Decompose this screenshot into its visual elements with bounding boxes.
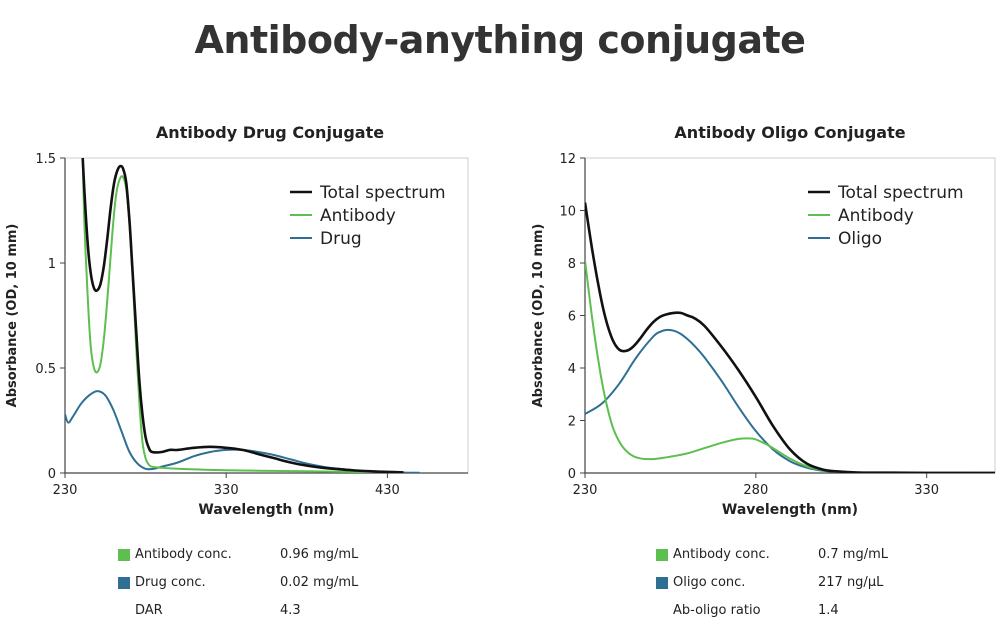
legend-label: Total spectrum [319, 183, 446, 203]
y-tick-label: 1.5 [35, 152, 56, 167]
x-tick-label: 330 [214, 483, 239, 498]
legend-swatch [656, 549, 668, 561]
page-title: Antibody-anything conjugate [194, 18, 806, 62]
info-row: Antibody conc. 0.7 mg/mL [656, 547, 986, 563]
y-tick-label: 1 [48, 257, 56, 272]
info-row: Oligo conc. 217 ng/μL [656, 575, 986, 591]
y-tick-label: 0 [48, 467, 56, 482]
series-line-antibody [585, 260, 995, 473]
info-label: Ab-oligo ratio [673, 603, 761, 618]
x-tick-label: 230 [53, 483, 78, 498]
series-line-oligo [585, 328, 995, 473]
y-tick-label: 6 [568, 310, 576, 325]
y-tick-label: 8 [568, 257, 576, 272]
y-tick-label: 12 [559, 152, 576, 167]
chart-0: Antibody Drug Conjugate 230 330 430 0 0.5 1 1.5… [5, 123, 469, 518]
info-value: 217 ng/μL [818, 575, 884, 590]
series-line-drug [65, 390, 420, 473]
info-row: DAR 4.3 [118, 603, 448, 619]
y-axis-label: Absorbance (OD, 10 mm) [531, 224, 546, 408]
y-tick-label: 4 [568, 362, 576, 377]
info-row: Antibody conc. 0.96 mg/mL [118, 547, 448, 563]
legend-swatch [656, 577, 668, 589]
y-tick-label: 10 [559, 205, 576, 220]
info-value: 1.4 [818, 603, 839, 618]
chart-1: Antibody Oligo Conjugate 230 280 330 0 2 4 6 8 10… [531, 123, 996, 518]
legend-swatch [118, 577, 130, 589]
info-value: 0.96 mg/mL [280, 547, 359, 562]
info-label: Oligo conc. [673, 575, 746, 590]
chart-title: Antibody Drug Conjugate [156, 123, 384, 142]
legend-label: Antibody [838, 206, 914, 226]
info-row: Ab-oligo ratio 1.4 [656, 603, 986, 619]
legend-label: Total spectrum [837, 183, 964, 203]
info-label: Antibody conc. [135, 547, 232, 562]
x-tick-label: 430 [375, 483, 400, 498]
chart-title: Antibody Oligo Conjugate [674, 123, 905, 142]
legend-label: Antibody [320, 206, 396, 226]
info-value: 0.7 mg/mL [818, 547, 889, 562]
legend-swatch [118, 549, 130, 561]
info-row: Drug conc. 0.02 mg/mL [118, 575, 448, 591]
info-label: DAR [135, 603, 163, 618]
legend-label: Drug [320, 229, 362, 249]
y-tick-label: 0.5 [35, 362, 56, 377]
x-tick-label: 280 [743, 483, 768, 498]
x-axis-label: Wavelength (nm) [198, 502, 334, 518]
plot-frame [584, 157, 996, 474]
x-tick-label: 230 [573, 483, 598, 498]
x-axis-label: Wavelength (nm) [722, 502, 858, 518]
legend-label: Oligo [838, 229, 882, 249]
series-line-total-spectrum [585, 202, 995, 473]
x-tick-label: 330 [914, 483, 939, 498]
y-tick-label: 2 [568, 415, 576, 430]
info-label: Drug conc. [135, 575, 206, 590]
y-tick-label: 0 [568, 467, 576, 482]
plot-frame [64, 157, 469, 474]
info-value: 0.02 mg/mL [280, 575, 359, 590]
series-line-total-spectrum [81, 158, 404, 473]
info-value: 4.3 [280, 603, 301, 618]
info-label: Antibody conc. [673, 547, 770, 562]
y-axis-label: Absorbance (OD, 10 mm) [5, 224, 20, 408]
